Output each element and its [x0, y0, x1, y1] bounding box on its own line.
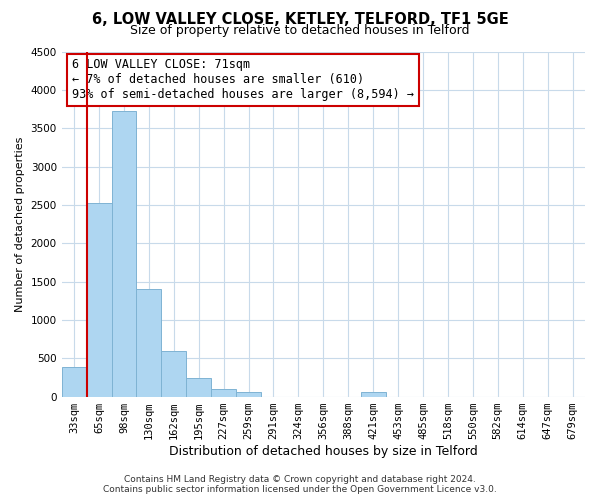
Bar: [112, 110, 136, 397]
Bar: [86, 204, 112, 396]
Text: 6, LOW VALLEY CLOSE, KETLEY, TELFORD, TF1 5GE: 6, LOW VALLEY CLOSE, KETLEY, TELFORD, TF…: [92, 12, 508, 28]
Bar: [186, 378, 211, 396]
Text: Contains HM Land Registry data © Crown copyright and database right 2024.
Contai: Contains HM Land Registry data © Crown c…: [103, 474, 497, 494]
Bar: [211, 389, 236, 396]
Bar: [161, 352, 186, 397]
Text: Size of property relative to detached houses in Telford: Size of property relative to detached ho…: [130, 24, 470, 37]
Bar: [136, 289, 161, 397]
Bar: [62, 368, 86, 396]
Text: 6 LOW VALLEY CLOSE: 71sqm
← 7% of detached houses are smaller (610)
93% of semi-: 6 LOW VALLEY CLOSE: 71sqm ← 7% of detach…: [72, 58, 414, 102]
Title: Size of property relative to detached houses in Telford: Size of property relative to detached ho…: [0, 499, 1, 500]
Bar: [236, 392, 261, 396]
Bar: [361, 392, 386, 396]
Y-axis label: Number of detached properties: Number of detached properties: [15, 136, 25, 312]
X-axis label: Distribution of detached houses by size in Telford: Distribution of detached houses by size …: [169, 444, 478, 458]
